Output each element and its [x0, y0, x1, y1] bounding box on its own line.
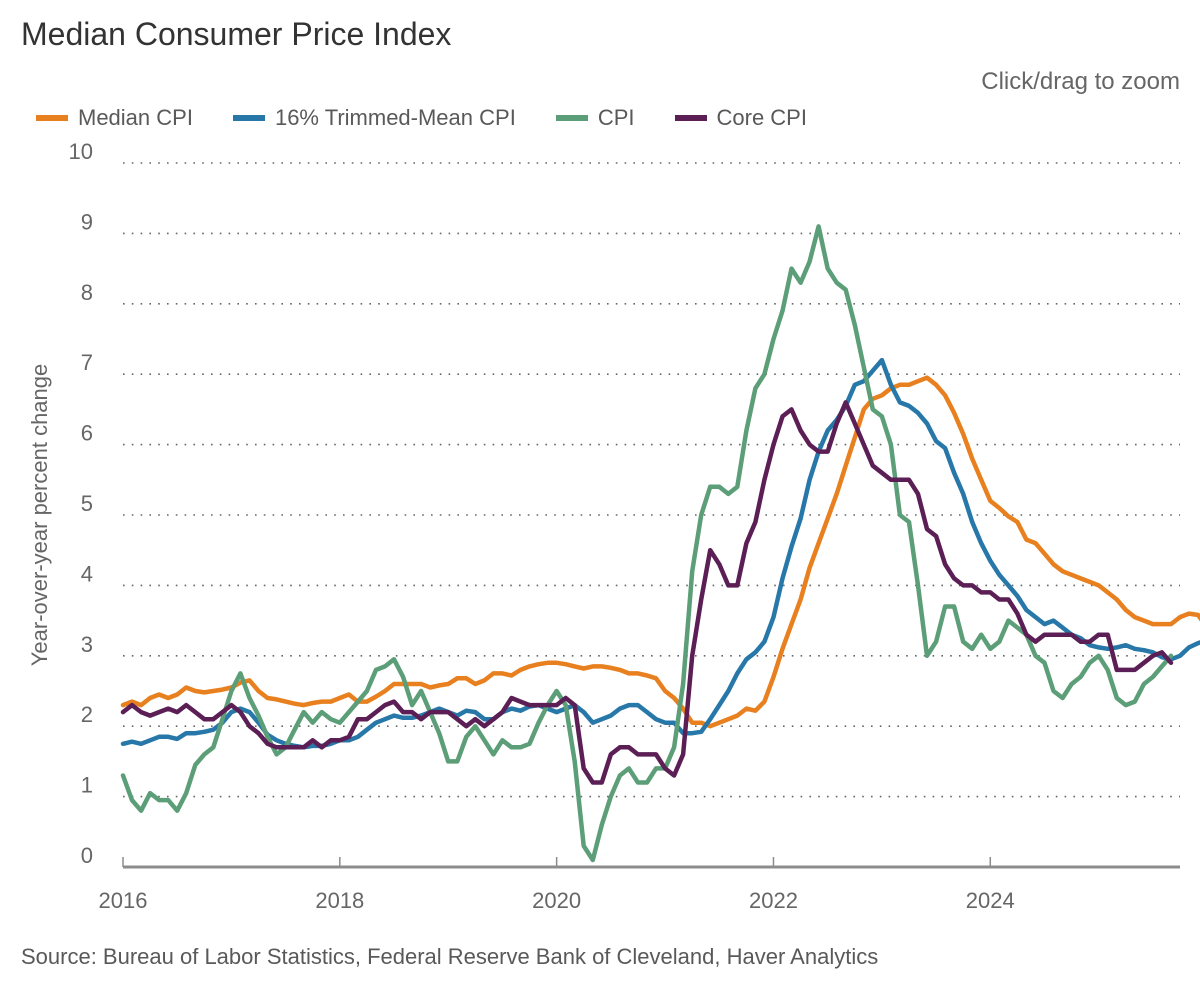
y-tick-label: 7 [81, 350, 93, 375]
x-tick-label: 2022 [749, 888, 798, 913]
x-tick-label: 2016 [99, 888, 148, 913]
series-line-core-cpi[interactable] [120, 400, 1174, 785]
legend-item-trimmed-mean-cpi[interactable]: 16% Trimmed-Mean CPI [232, 105, 516, 131]
y-tick-label: 1 [81, 773, 93, 798]
y-tick-label: 2 [81, 702, 93, 727]
zoom-hint: Click/drag to zoom [981, 68, 1180, 95]
legend: Median CPI 16% Trimmed-Mean CPI CPI Core… [36, 105, 847, 131]
x-axis: 2016 2018 2020 2022 2024 [99, 857, 1180, 913]
legend-label: Core CPI [716, 105, 807, 130]
y-tick-label: 4 [81, 561, 93, 586]
y-tick-label: 5 [81, 491, 93, 516]
legend-swatch [555, 115, 588, 121]
y-tick-label: 10 [69, 139, 93, 164]
x-tick-label: 2024 [966, 888, 1015, 913]
legend-item-cpi[interactable]: CPI [555, 105, 635, 131]
legend-label: CPI [597, 105, 635, 130]
x-tick-label: 2018 [315, 888, 364, 913]
legend-swatch [674, 115, 707, 121]
x-tick-label: 2020 [532, 888, 581, 913]
chart-title: Median Consumer Price Index [21, 16, 452, 52]
gridlines [123, 162, 1180, 798]
legend-item-core-cpi[interactable]: Core CPI [674, 105, 807, 131]
series-line-cpi[interactable] [120, 224, 1174, 863]
y-tick-label: 6 [81, 421, 93, 446]
y-axis-ticks: 0 1 2 3 4 5 6 7 8 9 10 [69, 139, 93, 868]
y-tick-label: 8 [81, 280, 93, 305]
legend-label: 16% Trimmed-Mean CPI [274, 105, 516, 130]
legend-label: Median CPI [78, 105, 193, 130]
y-tick-label: 3 [81, 632, 93, 657]
y-tick-label: 0 [81, 843, 93, 868]
y-tick-label: 9 [81, 209, 93, 234]
source-note: Source: Bureau of Labor Statistics, Fede… [21, 944, 879, 969]
legend-swatch [36, 115, 68, 121]
series-line-median-cpi[interactable] [120, 375, 1200, 729]
legend-item-median-cpi[interactable]: Median CPI [36, 105, 193, 131]
series-lines [120, 224, 1200, 863]
y-axis-title: Year-over-year percent change [27, 364, 52, 666]
legend-swatch [232, 115, 265, 121]
